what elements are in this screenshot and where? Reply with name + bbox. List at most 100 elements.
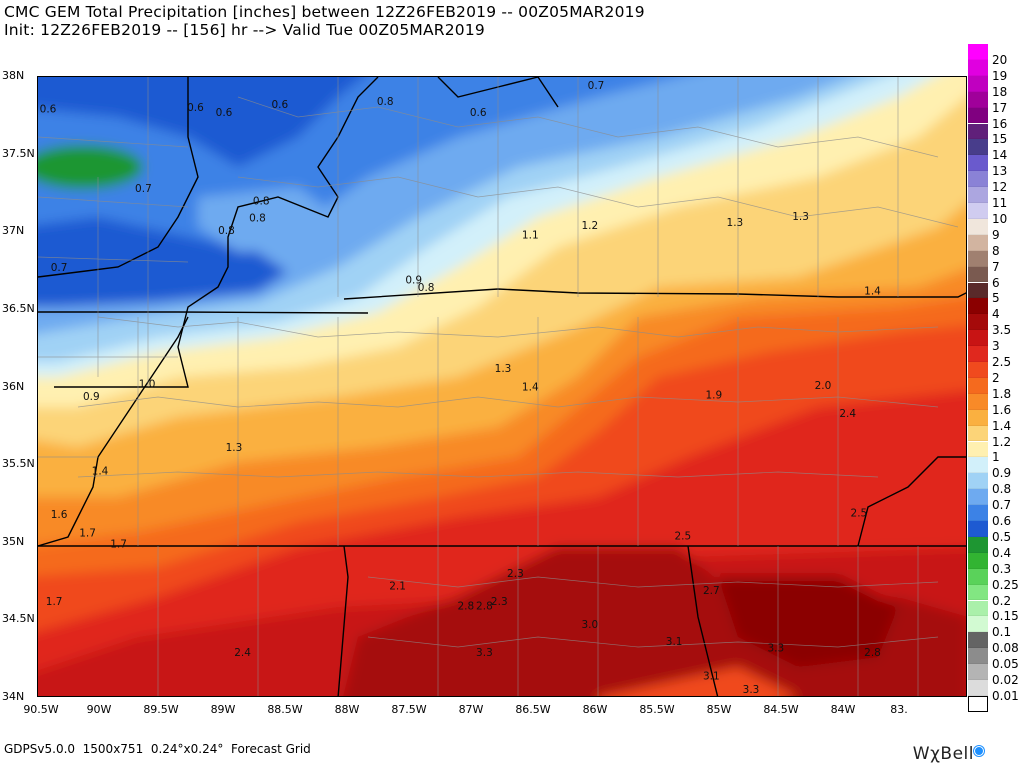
legend-swatch [968,521,988,537]
legend-swatch [968,330,988,347]
legend-label: 4 [992,307,1000,322]
legend-swatch [968,584,988,601]
precip-value-label: 2.5 [851,507,868,519]
longitude-tick-label: 85.5W [639,703,675,716]
legend-label: 17 [992,100,1008,115]
wxbell-logo: WχBell [912,744,974,764]
precip-value-label: 1.4 [522,382,539,394]
longitude-tick-label: 90.5W [23,703,59,716]
legend-label: 0.25 [992,577,1019,592]
legend-label: 0.8 [992,482,1012,497]
precip-value-label: 0.9 [83,391,100,403]
longitude-tick-label: 85W [706,703,732,716]
legend-swatch [968,139,988,156]
precip-value-label: 0.8 [253,195,270,207]
latitude-tick-label: 38N [2,69,25,82]
longitude-tick-label: 89.5W [143,703,179,716]
precip-value-label: 0.6 [216,107,233,119]
legend-label: 18 [992,84,1008,99]
legend-label: 0.7 [992,498,1012,513]
legend-label: 0.4 [992,545,1012,560]
legend-label: 0.2 [992,593,1012,608]
precip-value-label: 2.4 [234,647,251,659]
legend-label: 15 [992,132,1008,147]
latitude-tick-label: 34N [2,690,25,703]
precip-value-label: 1.9 [705,389,722,401]
legend-label: 2.5 [992,355,1012,369]
longitude-tick-label: 88.5W [267,703,303,716]
legend-swatch [968,91,988,108]
precipitation-map: 0.6 0.6 0.6 0.6 0.8 0.6 0.7 0.7 0.8 0.8 0.8 0.7 1.1 1… [37,76,967,697]
precip-value-label: 2.0 [815,380,832,392]
legend-swatch [968,107,988,124]
precip-value-label: 0.6 [40,104,57,116]
longitude-tick-label: 88W [334,703,360,716]
legend-swatch [968,123,988,140]
legend-label: 0.02 [992,673,1019,687]
legend-swatch [968,266,988,283]
latitude-tick-label: 36.5N [2,301,35,315]
legend-swatch [968,600,988,617]
legend-swatch [968,457,988,474]
legend-swatch [968,489,988,506]
legend-swatch [968,425,988,442]
legend-swatch [968,44,988,60]
legend-label: 11 [992,196,1008,210]
init-valid-subtitle: Init: 12Z26FEB2019 -- [156] hr --> Valid… [4,21,485,39]
legend-label: 0.05 [992,657,1019,672]
precip-value-label: 1.3 [727,217,744,229]
precip-value-label: 1.3 [792,211,809,223]
legend-swatch [968,632,988,649]
legend-label: 1.2 [992,434,1012,449]
longitude-tick-label: 83. [890,703,908,716]
legend-label: 12 [992,180,1008,195]
legend-label: 1.6 [992,402,1012,417]
legend-swatch [968,552,988,569]
legend-label: 5 [992,291,1000,306]
longitude-tick-label: 90W [86,703,112,716]
legend-swatch [968,314,988,331]
precip-value-label: 3.1 [666,636,683,648]
legend-label: 0.08 [992,641,1019,656]
legend-label: 9 [992,227,1000,242]
grid-info-footer: GDPSv5.0.0 1500x751 0.24°x0.24° Forecast… [4,742,311,756]
precip-value-label: 1.2 [581,220,598,232]
longitude-tick-label: 84W [830,703,856,716]
longitude-tick-label: 87W [458,703,484,716]
county-borders [38,77,959,696]
precip-value-label: 2.8 [864,647,881,659]
latitude-tick-label: 35.5N [2,457,35,471]
precip-value-label: 0.8 [249,212,266,224]
legend-swatch [968,536,988,553]
legend-label: 0.01 [992,688,1019,703]
legend-swatch [968,282,988,299]
legend-swatch [968,695,988,712]
precip-value-label: 0.9 [405,274,422,286]
legend-label: 1.8 [992,386,1012,401]
latitude-tick-label: 34.5N [2,612,35,626]
precip-value-label: 1.4 [864,285,881,297]
precip-value-label: 1.7 [79,528,96,540]
precip-value-label: 1.4 [92,465,109,477]
precip-value-label: 3.3 [476,647,493,659]
legend-label: 0.5 [992,529,1012,544]
wxbell-logo-dot-icon [974,746,984,756]
legend-label: 1 [992,450,1000,465]
longitude-tick-label: 86.5W [515,703,551,716]
legend-label: 19 [992,68,1008,83]
precip-value-label: 3.1 [703,670,720,682]
latitude-tick-label: 37N [2,224,25,238]
legend-label: 0.9 [992,466,1012,481]
legend-swatch [968,346,988,362]
legend-swatch [968,59,988,76]
legend-label: 20 [992,52,1008,67]
precip-value-label: 0.6 [470,107,487,119]
legend-swatch [968,568,988,585]
legend-swatch [968,473,988,490]
precip-value-label: 1.0 [139,379,156,391]
legend-swatch [968,616,988,633]
legend-swatch [968,187,988,203]
precip-value-label: 1.3 [226,442,243,454]
precip-value-label: 1.7 [46,596,63,608]
precip-value-label: 3.3 [767,642,784,654]
